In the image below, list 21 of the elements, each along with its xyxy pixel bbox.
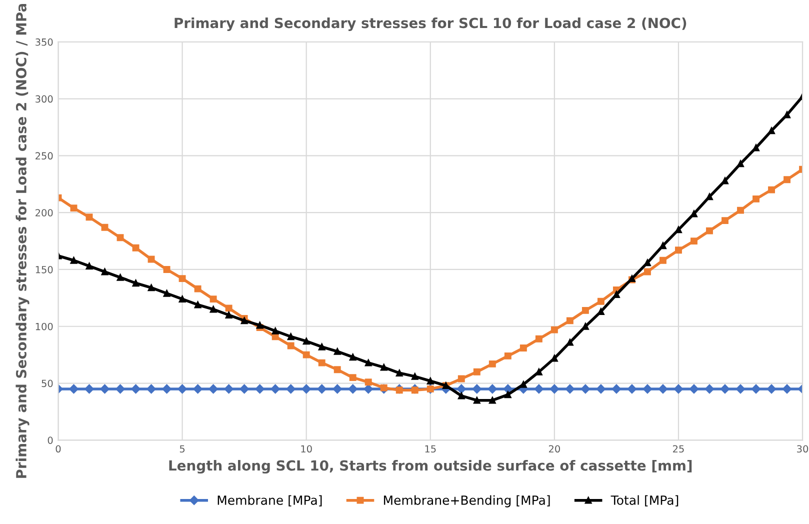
y-tick-label: 300 — [36, 95, 53, 103]
y-tick-label: 50 — [42, 380, 53, 388]
y-tick-label: 250 — [36, 152, 53, 160]
legend-label: Total [MPa] — [610, 495, 678, 506]
x-tick-label: 0 — [56, 445, 61, 453]
legend-label: Membrane [MPa] — [218, 495, 322, 506]
x-axis-title: Length along SCL 10, Starts from outside surface of cassette [mm] — [169, 460, 692, 474]
y-tick-label: 350 — [36, 38, 53, 46]
y-tick-label: 150 — [36, 266, 53, 274]
x-tick-label: 20 — [548, 445, 560, 453]
y-tick-label: 200 — [36, 209, 53, 216]
x-tick-label: 15 — [425, 445, 436, 453]
legend-label: Membrane+Bending [MPa] — [384, 495, 550, 508]
x-tick-label: 25 — [673, 445, 684, 453]
chart-title: Primary and Secondary stresses for SCL 10 for Load case 2 (NOC) — [174, 17, 686, 32]
x-tick-label: 10 — [301, 445, 312, 453]
x-tick-label: 30 — [797, 445, 808, 453]
y-tick-label: 0 — [48, 436, 53, 444]
x-tick-label: 5 — [180, 445, 185, 453]
y-axis-title: Primary and Secondary stresses for Load case 2 (NOC) / MPa — [16, 4, 30, 478]
y-tick-label: 100 — [36, 322, 53, 330]
